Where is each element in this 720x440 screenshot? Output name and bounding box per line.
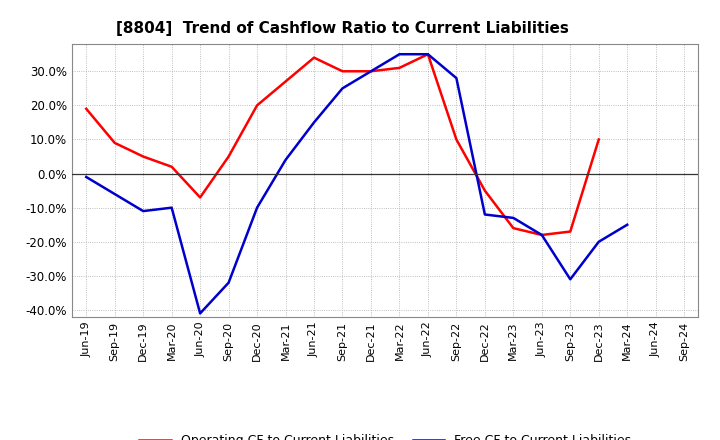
Operating CF to Current Liabilities	[480, 188, 489, 193]
Legend: Operating CF to Current Liabilities, Free CF to Current Liabilities: Operating CF to Current Liabilities, Fre…	[135, 429, 636, 440]
Free CF to Current Liabilities	[480, 212, 489, 217]
Free CF to Current Liabilities	[537, 232, 546, 238]
Operating CF to Current Liabilities	[366, 69, 375, 74]
Free CF to Current Liabilities	[310, 120, 318, 125]
Operating CF to Current Liabilities	[509, 225, 518, 231]
Operating CF to Current Liabilities	[225, 154, 233, 159]
Free CF to Current Liabilities	[395, 51, 404, 57]
Operating CF to Current Liabilities	[110, 140, 119, 146]
Operating CF to Current Liabilities	[253, 103, 261, 108]
Operating CF to Current Liabilities	[452, 137, 461, 142]
Operating CF to Current Liabilities	[196, 195, 204, 200]
Free CF to Current Liabilities	[338, 86, 347, 91]
Free CF to Current Liabilities	[139, 209, 148, 214]
Operating CF to Current Liabilities	[423, 51, 432, 57]
Free CF to Current Liabilities	[82, 174, 91, 180]
Free CF to Current Liabilities	[110, 191, 119, 197]
Operating CF to Current Liabilities	[139, 154, 148, 159]
Free CF to Current Liabilities	[509, 215, 518, 220]
Free CF to Current Liabilities	[225, 280, 233, 286]
Line: Free CF to Current Liabilities: Free CF to Current Liabilities	[86, 54, 627, 313]
Operating CF to Current Liabilities	[338, 69, 347, 74]
Free CF to Current Liabilities	[595, 239, 603, 244]
Free CF to Current Liabilities	[366, 69, 375, 74]
Line: Operating CF to Current Liabilities: Operating CF to Current Liabilities	[86, 54, 599, 235]
Free CF to Current Liabilities	[253, 205, 261, 210]
Free CF to Current Liabilities	[423, 51, 432, 57]
Operating CF to Current Liabilities	[537, 232, 546, 238]
Operating CF to Current Liabilities	[595, 137, 603, 142]
Free CF to Current Liabilities	[167, 205, 176, 210]
Operating CF to Current Liabilities	[310, 55, 318, 60]
Operating CF to Current Liabilities	[566, 229, 575, 234]
Free CF to Current Liabilities	[623, 222, 631, 227]
Operating CF to Current Liabilities	[395, 65, 404, 70]
Operating CF to Current Liabilities	[282, 79, 290, 84]
Free CF to Current Liabilities	[196, 311, 204, 316]
Free CF to Current Liabilities	[452, 76, 461, 81]
Operating CF to Current Liabilities	[167, 164, 176, 169]
Text: [8804]  Trend of Cashflow Ratio to Current Liabilities: [8804] Trend of Cashflow Ratio to Curren…	[116, 21, 569, 36]
Operating CF to Current Liabilities	[82, 106, 91, 111]
Free CF to Current Liabilities	[566, 277, 575, 282]
Free CF to Current Liabilities	[282, 158, 290, 163]
